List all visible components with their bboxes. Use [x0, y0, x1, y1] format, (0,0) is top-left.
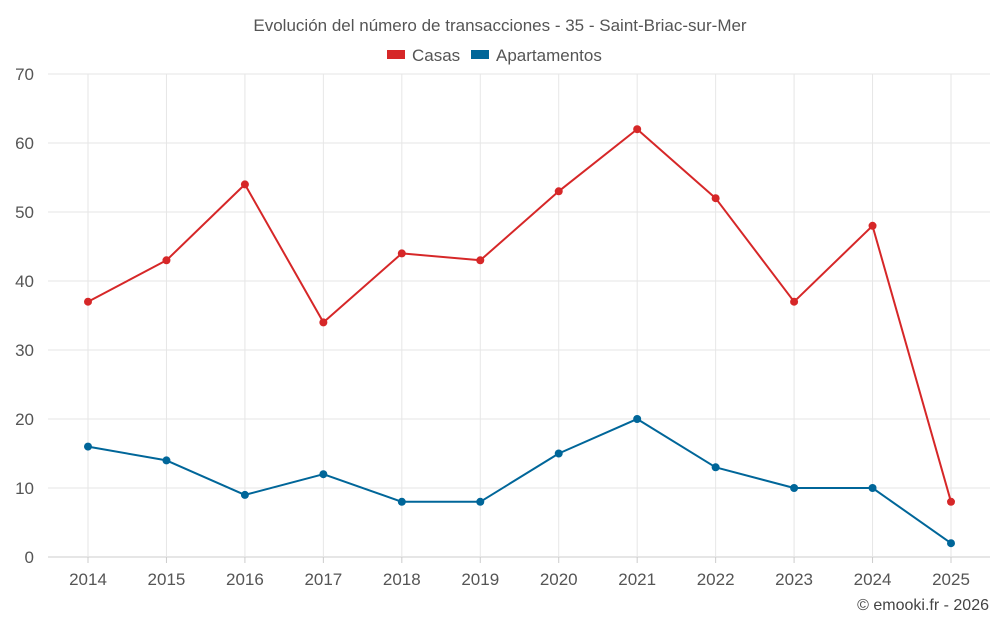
series-line-casas	[87, 128, 952, 503]
legend: Casas Apartamentos	[387, 46, 602, 65]
y-tick-label: 70	[15, 65, 34, 84]
y-tick-label: 30	[15, 341, 34, 360]
legend-item-casas[interactable]: Casas	[387, 46, 460, 65]
y-tick-label: 50	[15, 203, 34, 222]
y-tick-label: 10	[15, 479, 34, 498]
y-tick-label: 0	[25, 548, 34, 567]
x-tick-label: 2016	[226, 570, 264, 589]
y-tick-label: 20	[15, 410, 34, 429]
data-point-apartamentos[interactable]	[319, 470, 328, 479]
y-tick-label: 60	[15, 134, 34, 153]
data-point-apartamentos[interactable]	[868, 484, 877, 492]
x-tick-label: 2015	[148, 570, 186, 589]
data-point-casas[interactable]	[868, 221, 877, 230]
data-point-casas[interactable]	[633, 125, 642, 134]
x-tick-label: 2023	[775, 570, 813, 589]
legend-label-casas: Casas	[412, 46, 460, 65]
x-tick-label: 2024	[854, 570, 892, 589]
x-tick-label: 2022	[697, 570, 735, 589]
data-point-apartamentos[interactable]	[397, 497, 406, 506]
series-apartamentos	[84, 415, 955, 548]
chart-title: Evolución del número de transacciones - …	[253, 16, 747, 35]
grid	[48, 73, 990, 563]
data-point-casas[interactable]	[947, 497, 955, 506]
data-point-casas[interactable]	[162, 256, 171, 265]
x-tick-label: 2017	[304, 570, 342, 589]
data-point-apartamentos[interactable]	[633, 415, 642, 423]
data-point-apartamentos[interactable]	[790, 484, 799, 492]
data-point-apartamentos[interactable]	[476, 497, 485, 506]
data-point-casas[interactable]	[711, 194, 720, 203]
x-tick-label: 2019	[461, 570, 499, 589]
x-tick-label: 2025	[932, 570, 970, 589]
x-tick-label: 2021	[618, 570, 656, 589]
x-tick-label: 2014	[69, 570, 107, 589]
x-axis-ticks: 2014 2015 2016 2017 2018 2019 2020 2021 2022 2023…	[69, 570, 970, 589]
legend-swatch-casas	[387, 50, 405, 59]
x-tick-label: 2020	[540, 570, 578, 589]
data-point-apartamentos[interactable]	[554, 449, 563, 458]
y-axis-ticks: 0 10 20 30 40 50 60 70	[15, 65, 34, 567]
series-casas	[84, 125, 955, 506]
data-point-apartamentos[interactable]	[711, 463, 720, 472]
legend-swatch-apartamentos	[471, 50, 489, 59]
series-line-apartamentos	[87, 418, 952, 545]
data-point-casas[interactable]	[319, 318, 328, 327]
data-point-apartamentos[interactable]	[84, 442, 92, 451]
data-point-casas[interactable]	[554, 187, 563, 196]
y-tick-label: 40	[15, 272, 34, 291]
data-point-casas[interactable]	[240, 180, 249, 189]
data-point-apartamentos[interactable]	[240, 490, 249, 499]
data-point-apartamentos[interactable]	[162, 456, 171, 465]
data-point-casas[interactable]	[397, 249, 406, 258]
data-point-casas[interactable]	[790, 297, 799, 306]
legend-item-apartamentos[interactable]: Apartamentos	[471, 46, 602, 65]
data-point-apartamentos[interactable]	[947, 539, 955, 548]
data-point-casas[interactable]	[84, 297, 92, 306]
x-tick-label: 2018	[383, 570, 421, 589]
data-point-casas[interactable]	[476, 256, 485, 265]
credit-text: © emooki.fr - 2026	[857, 597, 989, 614]
legend-label-apartamentos: Apartamentos	[496, 46, 602, 65]
series	[84, 125, 955, 548]
